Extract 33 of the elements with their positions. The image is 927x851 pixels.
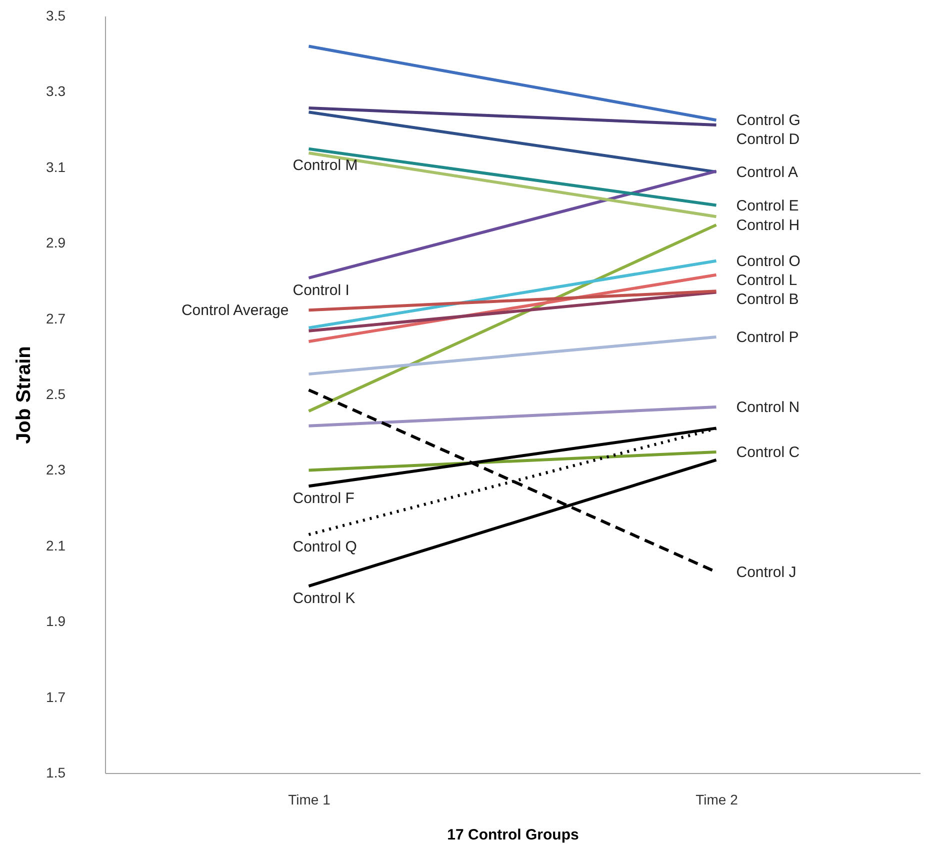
y-tick-label: 1.5 xyxy=(46,764,66,780)
annotation: Control G xyxy=(736,112,800,130)
annotation: Control N xyxy=(736,398,800,416)
annotation: Control H xyxy=(736,216,800,234)
annotation: Control M xyxy=(292,157,358,174)
y-tick-label: 2.1 xyxy=(46,537,66,554)
y-tick-label: 2.9 xyxy=(46,234,66,251)
annotation: Control I xyxy=(292,282,350,299)
annotation: Control E xyxy=(736,197,799,214)
series-label: Control Average xyxy=(181,302,289,320)
y-tick-label: 1.7 xyxy=(46,688,66,705)
y-tick-label: 3.1 xyxy=(46,158,66,175)
annotation: Control F xyxy=(292,490,354,508)
annotation: Control J xyxy=(736,564,796,582)
annotation: Control Q xyxy=(292,538,357,556)
y-tick-label: 3.5 xyxy=(46,8,66,24)
x-axis-title: 17 Control Groups xyxy=(447,826,579,844)
x-tick-label: Time 1 xyxy=(288,792,331,808)
annotation: Control C xyxy=(736,444,800,462)
y-tick-label: 2.3 xyxy=(46,462,66,478)
annotation: Control B xyxy=(736,290,799,308)
annotation: Control L xyxy=(736,272,798,289)
y-axis-title: Job Strain xyxy=(13,346,36,444)
annotation: Control D xyxy=(736,131,800,148)
annotation: Control O xyxy=(736,252,800,270)
annotation: Control A xyxy=(736,164,798,181)
y-tick-label: 2.7 xyxy=(46,310,66,326)
annotation: Control P xyxy=(736,328,799,346)
x-tick-label: Time 2 xyxy=(696,792,738,808)
y-tick-label: 1.9 xyxy=(46,613,66,630)
annotation: Control K xyxy=(292,590,356,608)
y-tick-label: 3.3 xyxy=(46,83,66,100)
y-tick-label: 2.5 xyxy=(46,386,66,402)
